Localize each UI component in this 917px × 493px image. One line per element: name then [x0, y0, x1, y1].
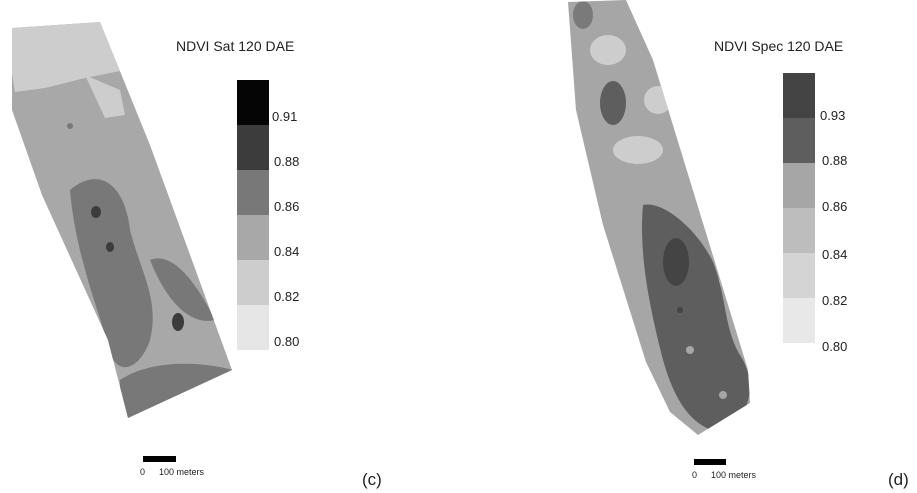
scale-bar	[694, 459, 726, 465]
zone-high-2-c	[106, 242, 114, 252]
legend-swatch	[237, 215, 269, 260]
legend-tick: 0.80	[822, 339, 848, 354]
zone-high-1-c	[91, 206, 101, 218]
legend-tick: 0.80	[274, 334, 300, 349]
zone-low-patch-c	[85, 75, 125, 118]
legend-swatch	[783, 163, 815, 208]
legend-swatch	[783, 118, 815, 163]
ndvi-map-d	[568, 0, 750, 435]
zone-high-3-c	[172, 313, 184, 331]
map-panel-c: NDVI Sat 120 DAE 0.91 0.88 0.86 0.84 0.8…	[0, 0, 458, 493]
map-title: NDVI Sat 120 DAE	[176, 38, 295, 54]
zone-high-north-d	[600, 81, 626, 125]
legend-tick: 0.82	[274, 289, 300, 304]
scale-bar	[143, 456, 176, 462]
scale-distance-label: 100 meters	[711, 470, 757, 480]
legend-swatch	[237, 305, 269, 350]
legend-swatch	[237, 125, 269, 170]
legend-swatch	[783, 73, 815, 118]
ndvi-map-c	[12, 22, 232, 418]
zone-dot-2-d	[719, 391, 727, 399]
legend-tick: 0.82	[822, 293, 848, 308]
legend-tick: 0.86	[274, 199, 300, 214]
panel-label: (d)	[888, 470, 909, 489]
legend-tick: 0.84	[274, 244, 300, 259]
zone-high-south-d	[642, 204, 750, 432]
zone-highest-d	[663, 238, 689, 286]
zone-mid-tip-c	[120, 363, 232, 418]
legend-swatch	[783, 298, 815, 343]
legend-swatch	[237, 260, 269, 305]
zone-dot-c	[67, 123, 73, 129]
legend-swatch	[783, 253, 815, 298]
zone-mid-top-d	[573, 1, 593, 29]
legend-swatch	[237, 170, 269, 215]
zone-low-3-d	[613, 136, 663, 164]
map-title: NDVI Spec 120 DAE	[714, 38, 844, 54]
zone-highest-dot-d	[677, 307, 683, 313]
scale-zero-label: 0	[692, 470, 698, 480]
scale-distance-label: 100 meters	[159, 467, 205, 477]
panel-label: (c)	[362, 470, 382, 489]
zone-dot-1-d	[686, 346, 694, 354]
legend-bar	[237, 80, 269, 350]
legend-tick: 0.88	[822, 153, 848, 168]
scale-zero-label: 0	[140, 467, 146, 477]
legend-swatch	[237, 80, 269, 125]
zone-mid-east-c	[150, 258, 215, 321]
zone-low-1-d	[590, 35, 626, 65]
legend-tick: 0.93	[820, 108, 846, 123]
legend-tick: 0.88	[274, 154, 300, 169]
zone-mid-south-c	[70, 179, 153, 368]
legend-swatch	[783, 208, 815, 253]
map-panel-d: NDVI Spec 120 DAE 0.93 0.88 0.86 0.84 0.…	[458, 0, 917, 493]
legend-bar	[783, 73, 815, 343]
legend-tick: 0.91	[272, 109, 298, 124]
legend-tick: 0.86	[822, 199, 848, 214]
legend-tick: 0.84	[822, 247, 848, 262]
zone-low-2-d	[644, 86, 672, 114]
